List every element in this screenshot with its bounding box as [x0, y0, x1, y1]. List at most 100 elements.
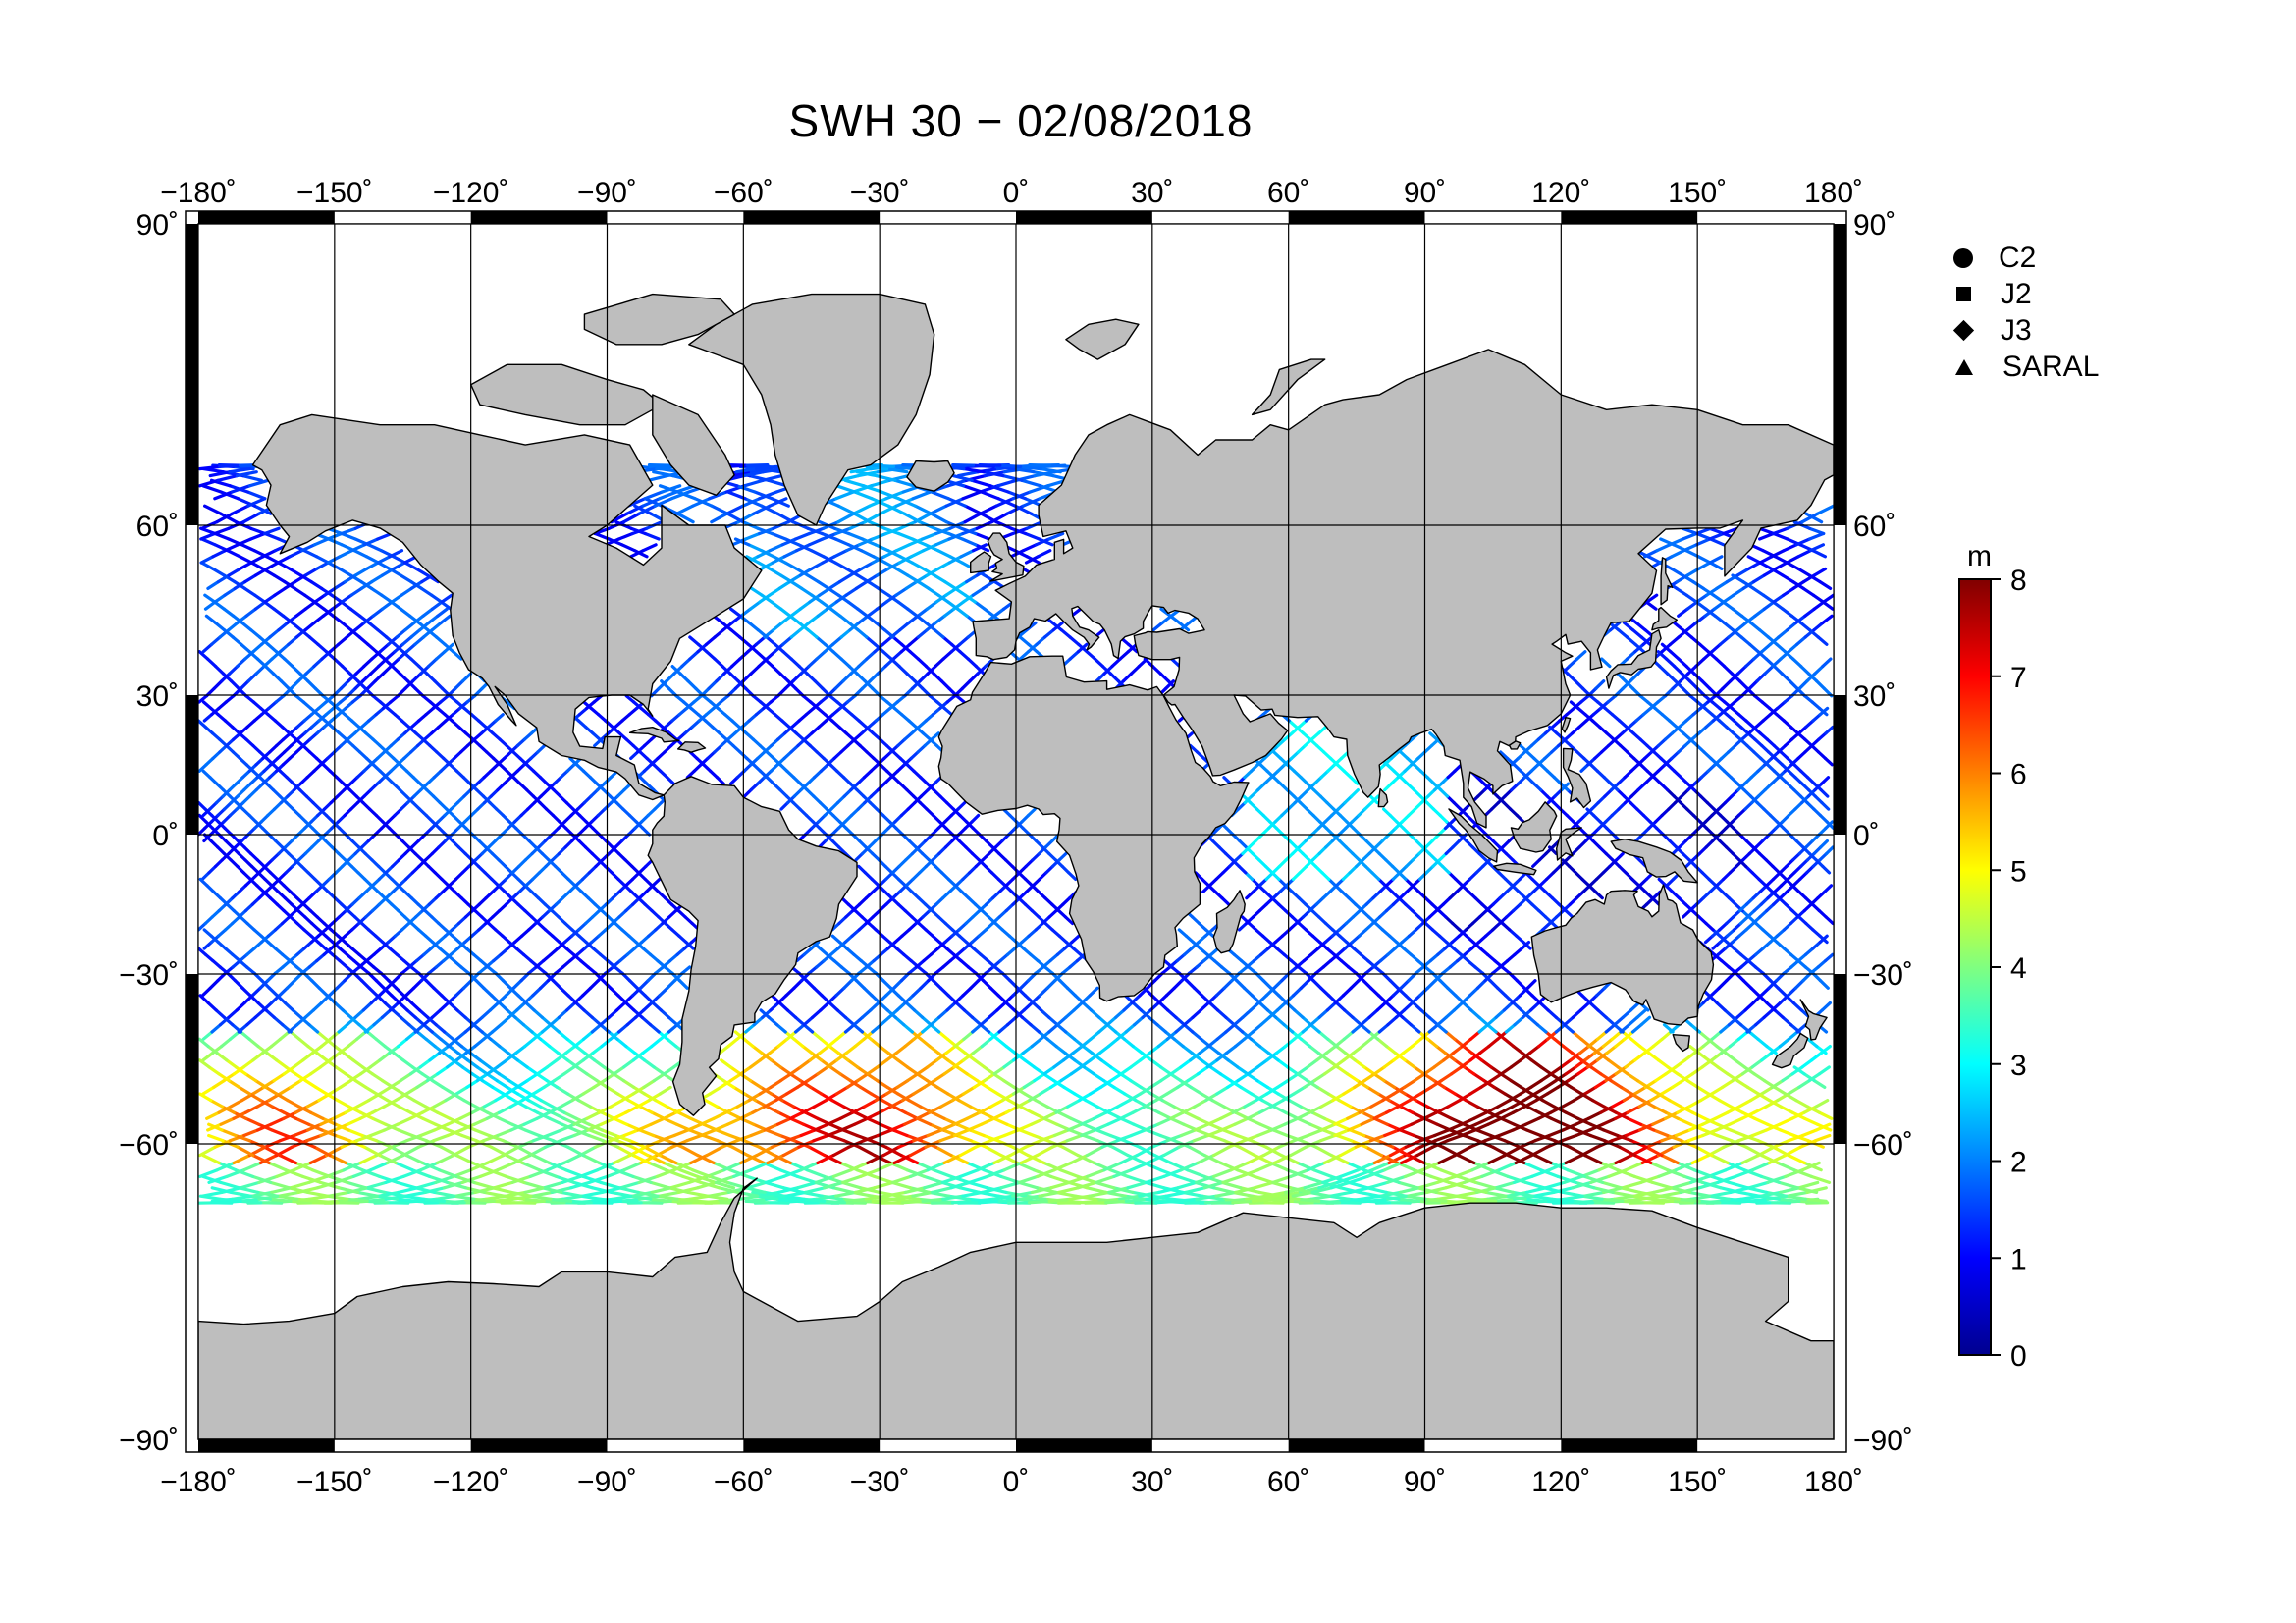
track-segment [523, 994, 535, 1005]
track-segment [857, 864, 868, 875]
track-segment [1494, 1180, 1517, 1190]
track-segment [978, 1105, 993, 1114]
track-segment [559, 986, 570, 998]
track-segment [288, 567, 302, 577]
track-segment [1752, 1105, 1768, 1114]
track-segment [1710, 700, 1722, 711]
track-segment [1057, 851, 1068, 862]
track-segment [301, 1052, 314, 1062]
track-segment [1085, 650, 1097, 661]
track-segment [1287, 1098, 1303, 1109]
track-segment [1358, 1190, 1381, 1198]
track-segment [850, 713, 861, 723]
track-segment [881, 650, 893, 661]
track-segment [770, 531, 788, 541]
track-segment [658, 1133, 676, 1143]
track-segment [715, 1128, 732, 1138]
track-segment [1212, 1186, 1235, 1195]
track-segment [1110, 1145, 1130, 1158]
track-segment [893, 1015, 906, 1027]
track-segment [492, 952, 503, 963]
track-segment [1464, 1098, 1479, 1109]
track-segment [377, 986, 389, 998]
track-segment [443, 642, 455, 654]
track-segment [216, 713, 228, 723]
track-segment [559, 1098, 574, 1109]
track-segment [1350, 787, 1361, 798]
track-segment [946, 531, 965, 541]
track-segment [828, 1133, 846, 1143]
track-segment [1021, 543, 1039, 553]
track-segment [1257, 1001, 1270, 1012]
track-segment [950, 1092, 966, 1103]
track-segment [802, 1015, 815, 1027]
track-segment [1370, 1161, 1391, 1172]
track-segment [859, 1168, 880, 1179]
track-segment [512, 934, 524, 945]
track-segment [391, 664, 402, 676]
track-segment [272, 607, 286, 618]
track-segment [846, 543, 864, 553]
track-segment [1569, 1085, 1584, 1096]
track-segment [289, 1199, 313, 1205]
track-segment [223, 719, 235, 730]
track-segment [1150, 664, 1163, 676]
track-segment [773, 642, 785, 654]
track-segment [1033, 1072, 1046, 1083]
track-segment [499, 1015, 511, 1027]
track-segment [1523, 1116, 1541, 1126]
track-segment [1500, 965, 1512, 975]
track-segment [316, 713, 327, 723]
track-segment [620, 713, 631, 723]
track-segment [1626, 1072, 1639, 1083]
track-segment [886, 504, 906, 515]
track-segment [504, 986, 515, 998]
track-segment [600, 1037, 613, 1049]
track-segment [1739, 635, 1752, 646]
track-segment [640, 1044, 654, 1055]
track-segment [663, 965, 674, 975]
track-segment [1337, 1098, 1353, 1109]
track-segment [1193, 986, 1204, 998]
track-segment [1747, 1199, 1772, 1205]
track-segment [1593, 1078, 1608, 1090]
track-segment [1688, 1174, 1711, 1185]
track-segment [958, 650, 970, 661]
track-segment [680, 1145, 700, 1158]
track-segment [1599, 1072, 1613, 1083]
track-segment [805, 672, 817, 683]
track-segment [415, 1078, 430, 1090]
track-segment [610, 512, 629, 524]
track-segment [949, 1153, 970, 1165]
track-segment [845, 694, 857, 704]
track-segment [935, 940, 947, 950]
track-segment [1588, 1044, 1601, 1055]
track-segment [1030, 1110, 1046, 1120]
track-segment [991, 958, 1002, 969]
track-segment [1427, 1015, 1440, 1027]
track-segment [1561, 1098, 1576, 1109]
track-segment [1177, 928, 1189, 938]
frame-segment-top [1561, 211, 1698, 224]
track-segment [840, 1180, 863, 1190]
track-segment [1759, 986, 1771, 998]
track-segment [839, 1122, 857, 1132]
track-segment [1372, 1072, 1386, 1083]
track-segment [630, 986, 643, 998]
track-segment [850, 1105, 867, 1114]
track-segment [894, 586, 908, 597]
track-segment [510, 1174, 532, 1185]
track-segment [1032, 1065, 1046, 1076]
track-segment [931, 706, 942, 717]
track-segment [865, 1110, 881, 1120]
track-segment [746, 642, 759, 654]
track-segment [726, 1110, 743, 1120]
track-segment [767, 1015, 779, 1027]
track-segment [1247, 965, 1258, 975]
track-segment [638, 979, 650, 990]
track-segment [902, 952, 913, 963]
track-segment [208, 470, 232, 478]
track-segment [852, 1023, 865, 1034]
track-segment [822, 952, 833, 963]
track-segment [1047, 531, 1065, 541]
